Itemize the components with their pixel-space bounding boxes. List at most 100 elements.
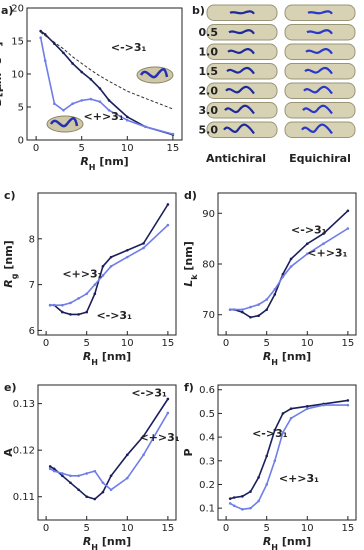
column-label: Antichiral: [206, 152, 266, 165]
x-tick-label: 5: [84, 523, 90, 534]
data-point: [273, 459, 277, 463]
x-tick-label: 5: [84, 338, 90, 349]
label-part: R: [263, 535, 271, 548]
data-point: [249, 315, 252, 319]
label-part: R: [2, 279, 15, 287]
data-point: [71, 62, 74, 65]
data-point: [61, 472, 64, 475]
data-point: [125, 476, 129, 480]
label-part: g: [10, 273, 19, 279]
data-point: [322, 232, 325, 235]
data-point: [93, 469, 97, 473]
series-line: [230, 227, 349, 311]
data-point: [48, 303, 52, 307]
data-point: [289, 407, 293, 410]
y-axis-label: P: [182, 448, 195, 456]
data-point: [265, 308, 269, 311]
data-point: [39, 29, 42, 33]
panel-label: f): [184, 381, 194, 394]
data-point: [257, 476, 260, 479]
data-point: [228, 502, 232, 505]
data-point: [346, 403, 350, 407]
data-point: [53, 102, 56, 105]
data-point: [228, 308, 232, 311]
y-axis-label: Rg [nm]: [2, 240, 19, 287]
data-point: [346, 209, 350, 213]
x-tick-label: 10: [301, 338, 314, 349]
y-tick-label: 8: [29, 234, 35, 245]
data-point: [89, 97, 93, 101]
label-part: H: [271, 358, 278, 367]
data-point: [232, 496, 236, 499]
series-label: <+>3₁: [139, 431, 179, 444]
data-point: [305, 405, 309, 408]
y-tick-label: 0.1: [199, 504, 215, 515]
data-point: [109, 255, 113, 259]
data-point: [171, 132, 175, 136]
label-part: H: [91, 358, 98, 367]
data-point: [166, 411, 170, 415]
series-line: [49, 412, 169, 491]
data-point: [107, 109, 111, 112]
x-tick-label: 15: [162, 523, 175, 534]
data-point: [85, 472, 89, 475]
y-tick-label: 5: [18, 103, 24, 114]
knot: [303, 85, 333, 95]
data-point: [142, 453, 145, 457]
data-point: [80, 99, 84, 102]
knot: [307, 10, 333, 15]
data-point: [273, 293, 277, 296]
tube: [206, 102, 278, 119]
data-point: [77, 474, 80, 478]
data-point: [109, 488, 113, 492]
x-tick-label: 5: [79, 143, 85, 154]
data-point: [166, 203, 170, 206]
y-tick-label: 0.4: [199, 433, 215, 444]
y-axis-label: A: [2, 448, 15, 457]
data-point: [101, 490, 105, 494]
knot: [224, 104, 255, 115]
y-axis-label: Lk [nm]: [182, 241, 199, 287]
x-tick-label: 0: [43, 338, 49, 349]
data-point: [346, 399, 350, 402]
data-point: [249, 305, 252, 309]
data-point: [77, 297, 80, 300]
data-point: [52, 469, 56, 473]
tube: [206, 82, 278, 99]
label-part: H: [271, 543, 278, 550]
data-point: [241, 308, 244, 311]
data-point: [61, 310, 64, 314]
series-label: <->3₁: [291, 224, 327, 237]
y-tick-label: 15: [11, 37, 24, 48]
data-point: [257, 314, 260, 318]
data-point: [281, 431, 285, 434]
data-point: [69, 474, 72, 478]
data-point: [48, 467, 52, 471]
label-part: R: [263, 350, 271, 363]
data-point: [71, 102, 74, 105]
series-line: [39, 37, 174, 135]
y-tick-label: 7: [29, 280, 35, 291]
data-point: [61, 474, 64, 478]
data-point: [125, 115, 129, 119]
knot: [228, 29, 255, 35]
x-tick-label: 15: [162, 338, 175, 349]
data-point: [43, 33, 47, 36]
series-line: [230, 210, 349, 319]
knot: [227, 48, 255, 55]
data-point: [80, 70, 84, 74]
data-point: [39, 36, 42, 39]
knot: [306, 29, 333, 35]
label-part: L: [182, 280, 195, 287]
y-tick-label: 0.3: [199, 456, 215, 467]
data-point: [69, 481, 72, 485]
data-point: [101, 481, 105, 485]
data-point: [52, 303, 56, 307]
knot: [304, 66, 333, 75]
label-part: R: [80, 155, 88, 168]
data-point: [249, 490, 252, 493]
plot-frame: [217, 192, 357, 336]
data-point: [232, 308, 236, 311]
